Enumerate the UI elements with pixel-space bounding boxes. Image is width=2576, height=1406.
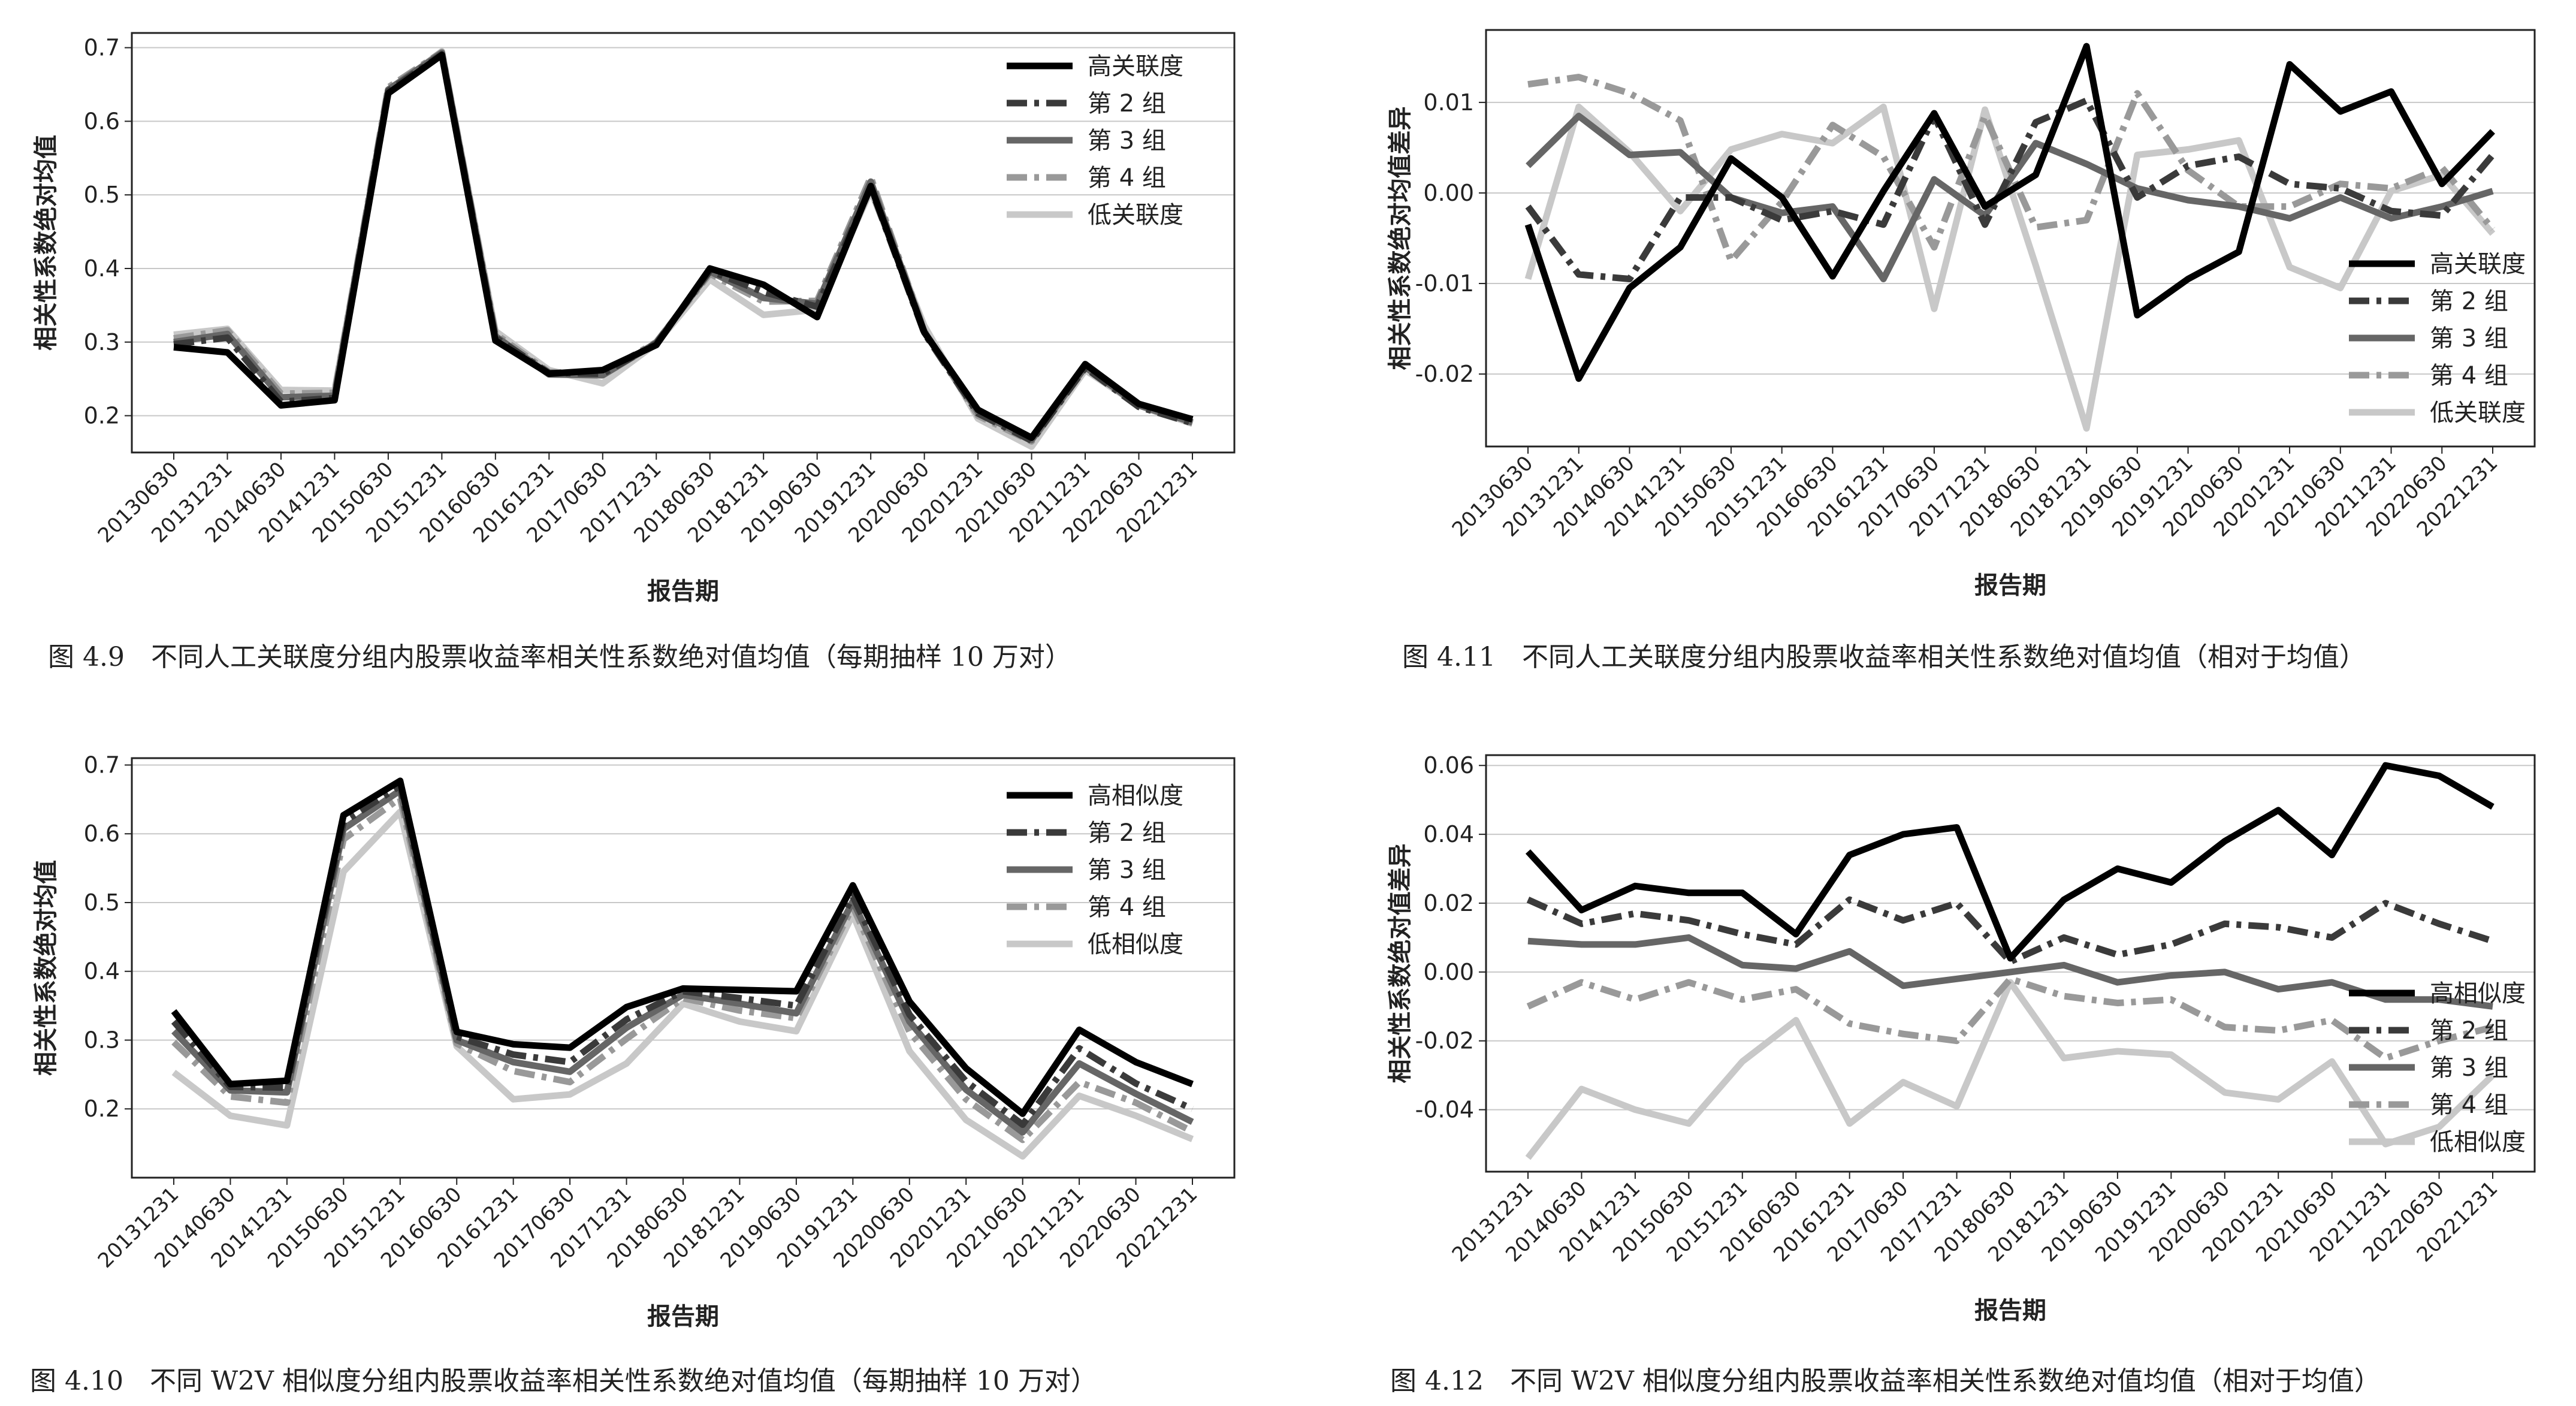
- series-line-5: [173, 48, 1194, 450]
- y-tick-label: 0.3: [84, 1027, 120, 1053]
- series-line-5: [1525, 979, 2495, 1160]
- series-line-5: [171, 808, 1194, 1160]
- x-axis-label: 报告期: [647, 1303, 719, 1330]
- y-tick-label: 0.4: [84, 958, 120, 985]
- series-line-4: [173, 49, 1194, 445]
- series-line-1: [171, 777, 1194, 1117]
- legend-label: 高关联度: [2430, 251, 2526, 278]
- y-tick-label: 0.02: [1423, 890, 1474, 916]
- legend-label: 低相似度: [1088, 931, 1183, 958]
- plot-frame: [131, 757, 1236, 1179]
- y-tick-label: 0.5: [84, 889, 120, 916]
- y-tick-label: 0.6: [84, 108, 120, 134]
- line-chart-fig-4-9: 0.20.30.40.50.60.72013063020131231201406…: [32, 32, 1236, 605]
- series-line-2: [1525, 97, 2496, 282]
- legend-label: 第 2 组: [1088, 819, 1166, 847]
- y-tick-label: 0.5: [84, 182, 120, 208]
- series-line-2: [173, 51, 1194, 444]
- legend-label: 第 4 组: [2430, 362, 2508, 390]
- plot-frame: [1485, 29, 2536, 448]
- y-tick-label: -0.02: [1415, 361, 1474, 387]
- y-tick-label: 0.4: [84, 255, 120, 282]
- legend-label: 第 3 组: [1088, 127, 1166, 155]
- legend-label: 第 4 组: [1088, 894, 1166, 921]
- chart-panel-fig-4-9: 0.2 0.3 0.4 0.5 0.6 0.7 20130630 20131231 201406…: [12, 15, 1264, 662]
- y-tick-label: 0.7: [84, 752, 120, 778]
- legend-label: 第 3 组: [1088, 856, 1166, 884]
- legend-label: 第 4 组: [2430, 1091, 2508, 1119]
- y-tick-label: 0.6: [84, 820, 120, 847]
- figure-caption-4-9: 图 4.9 不同人工关联度分组内股票收益率相关性系数绝对值均值（每期抽样 10 …: [48, 642, 1071, 672]
- x-axis-label: 报告期: [647, 578, 719, 605]
- y-tick-label: 0.2: [84, 1096, 120, 1122]
- x-axis-label: 报告期: [1974, 572, 2046, 599]
- legend-label: 低关联度: [1088, 201, 1183, 229]
- figure-caption-4-10: 图 4.10 不同 W2V 相似度分组内股票收益率相关性系数绝对值均值（每期抽样…: [30, 1366, 1097, 1396]
- series-line-3: [1526, 113, 2494, 282]
- legend-label: 第 2 组: [2430, 288, 2508, 315]
- figure-caption-4-12: 图 4.12 不同 W2V 相似度分组内股票收益率相关性系数绝对值均值（相对于均…: [1390, 1366, 2381, 1396]
- legend-label: 第 2 组: [2430, 1017, 2508, 1045]
- y-tick-label: 0.00: [1423, 180, 1474, 206]
- series-line-4: [1526, 975, 2494, 1061]
- series-line-3: [1527, 934, 2493, 1010]
- chart-panel-fig-4-12: -0.04 -0.02 0.00 0.02 0.04 0.06 20131231 201406…: [1336, 740, 2565, 1387]
- legend-label: 高相似度: [1088, 782, 1183, 810]
- figure-caption-4-11: 图 4.11 不同人工关联度分组内股票收益率相关性系数绝对值均值（相对于均值）: [1402, 642, 2366, 672]
- y-tick-label: -0.04: [1415, 1097, 1474, 1123]
- chart-panel-fig-4-11: -0.02 -0.01 0.00 0.01 20130630 20131231 201406…: [1336, 15, 2565, 662]
- legend-label: 第 3 组: [2430, 1054, 2508, 1082]
- y-axis-label: 相关性系数绝对均值: [32, 860, 60, 1076]
- y-tick-label: 0.04: [1423, 821, 1474, 847]
- series-line-2: [1526, 896, 2494, 966]
- y-axis-label: 相关性系数绝对均值差异: [1387, 107, 1414, 370]
- line-chart-fig-4-11: -0.02-0.010.000.012013063020131231201406…: [1387, 29, 2536, 599]
- legend-label: 低相似度: [2430, 1129, 2526, 1156]
- legend-label: 高关联度: [1088, 53, 1183, 80]
- legend-label: 低关联度: [2430, 399, 2526, 427]
- y-axis-label: 相关性系数绝对值差异: [1387, 844, 1414, 1084]
- y-tick-label: -0.01: [1415, 270, 1474, 297]
- legend-label: 高相似度: [2430, 980, 2526, 1007]
- series-line-1: [173, 52, 1194, 441]
- series-line-3: [173, 49, 1194, 443]
- series-line-1: [1525, 762, 2495, 962]
- y-tick-label: -0.02: [1415, 1028, 1474, 1054]
- y-tick-label: 0.2: [84, 403, 120, 429]
- y-tick-label: 0.01: [1423, 89, 1474, 116]
- y-tick-label: 0.06: [1423, 752, 1474, 779]
- legend-label: 第 4 组: [1088, 164, 1166, 192]
- chart-panel-fig-4-10: 0.2 0.3 0.4 0.5 0.6 0.7 20131231 20140630 201412…: [12, 740, 1264, 1387]
- x-axis-label: 报告期: [1974, 1297, 2046, 1324]
- y-tick-label: 0.00: [1423, 959, 1474, 985]
- plot-frame: [131, 32, 1236, 454]
- line-chart-fig-4-10: 0.20.30.40.50.60.72013123120140630201412…: [32, 752, 1236, 1330]
- y-tick-label: 0.3: [84, 329, 120, 355]
- legend-label: 第 3 组: [2430, 325, 2508, 352]
- series-line-1: [1524, 43, 2495, 382]
- y-axis-label: 相关性系数绝对均值: [32, 135, 60, 351]
- line-chart-fig-4-12: -0.04-0.020.000.020.040.0620131231201406…: [1387, 752, 2536, 1324]
- y-tick-label: 0.7: [84, 35, 120, 61]
- legend-label: 第 2 组: [1088, 90, 1166, 117]
